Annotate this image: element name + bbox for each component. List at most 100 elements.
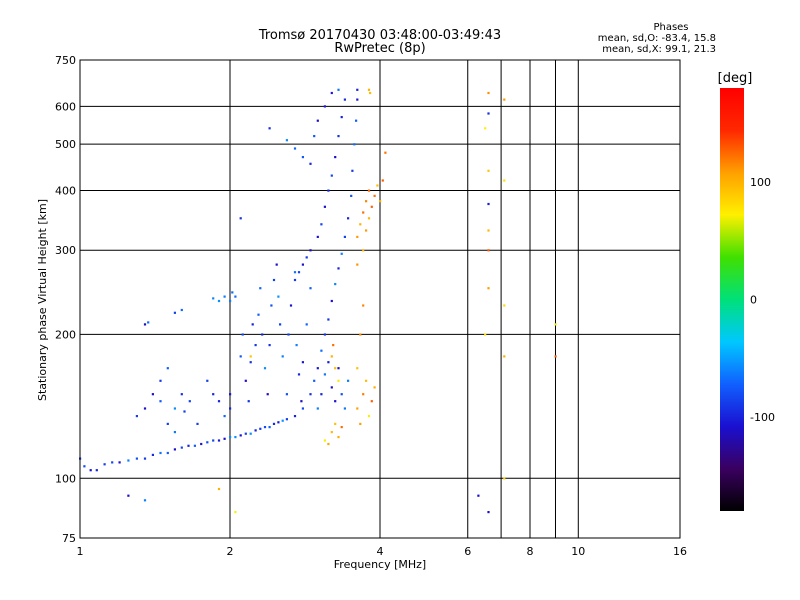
o-mode-echo-point	[281, 355, 284, 358]
o-mode-echo-point	[305, 256, 308, 259]
o-mode-echo-point	[166, 367, 169, 370]
o-mode-echo-point	[188, 400, 191, 403]
o-mode-echo-point	[147, 321, 150, 324]
x-mode-echo-point	[370, 205, 373, 208]
o-mode-echo-point	[83, 465, 86, 468]
o-mode-echo-point	[159, 451, 162, 455]
o-mode-echo-point	[301, 407, 304, 410]
o-mode-echo-point	[337, 88, 340, 91]
o-mode-echo-point	[279, 323, 282, 326]
o-mode-echo-point	[347, 379, 350, 382]
x-mode-echo-point	[370, 400, 373, 403]
o-mode-echo-point	[263, 426, 267, 429]
o-mode-echo-point	[259, 427, 262, 430]
o-mode-echo-point	[159, 379, 162, 382]
o-mode-echo-point	[277, 295, 280, 298]
o-mode-echo-point	[212, 439, 215, 442]
colorbar-tick-label: 100	[750, 176, 771, 189]
o-mode-echo-point	[166, 451, 169, 455]
x-tick-label: 4	[377, 545, 384, 558]
o-mode-echo-point	[173, 311, 176, 314]
o-mode-echo-point	[266, 393, 269, 396]
o-mode-echo-point	[323, 373, 326, 376]
x-tick-label: 6	[464, 545, 471, 558]
o-mode-echo-point	[340, 393, 343, 396]
x-mode-echo-point	[381, 179, 384, 182]
o-mode-echo-point	[135, 415, 138, 418]
y-tick-label: 750	[55, 54, 76, 67]
o-mode-echo-point	[159, 400, 162, 403]
x-mode-echo-point	[487, 249, 490, 252]
x-mode-echo-point	[334, 367, 337, 370]
chart-subtitle: RwPretec (8p)	[334, 41, 426, 56]
x-mode-echo-point	[327, 442, 330, 446]
o-mode-echo-point	[300, 400, 303, 403]
o-mode-echo-point	[337, 267, 340, 270]
o-mode-echo-point	[263, 367, 267, 370]
phases-title: Phases	[653, 22, 689, 33]
o-mode-echo-point	[309, 162, 312, 165]
o-mode-echo-point	[309, 393, 312, 396]
o-mode-echo-point	[477, 494, 480, 497]
o-mode-echo-point	[268, 344, 271, 347]
chart-title: Tromsø 20170430 03:48:00-03:49:43	[258, 28, 502, 43]
o-mode-echo-point	[180, 393, 183, 396]
phases-x-stats: mean, sd,X: 99.1, 21.3	[602, 44, 716, 55]
x-mode-echo-point	[362, 304, 365, 307]
x-mode-echo-point	[487, 169, 490, 172]
o-mode-echo-point	[334, 283, 337, 286]
colorbar-unit-label: [deg]	[718, 71, 753, 86]
o-mode-echo-point	[301, 156, 304, 159]
x-mode-echo-point	[249, 355, 252, 358]
o-mode-echo-point	[487, 202, 490, 206]
o-mode-echo-point	[143, 407, 147, 410]
o-mode-echo-point	[268, 426, 271, 429]
o-mode-echo-point	[320, 349, 323, 352]
o-mode-echo-point	[350, 194, 353, 197]
x-mode-echo-point	[484, 127, 487, 130]
o-mode-echo-point	[244, 432, 247, 435]
o-mode-echo-point	[330, 174, 333, 177]
o-mode-echo-point	[293, 415, 297, 418]
x-mode-echo-point	[487, 91, 490, 95]
x-tick-label: 16	[673, 545, 687, 558]
o-mode-echo-point	[151, 393, 154, 396]
x-mode-echo-point	[362, 249, 365, 252]
o-mode-echo-point	[347, 217, 350, 220]
plot-frame	[79, 59, 681, 539]
x-mode-echo-point	[369, 91, 372, 95]
x-mode-echo-point	[365, 379, 368, 382]
o-mode-echo-point	[180, 308, 183, 312]
o-mode-echo-point	[244, 379, 247, 382]
x-tick-label: 1	[77, 545, 84, 558]
y-tick-label: 200	[55, 328, 76, 341]
o-mode-echo-point	[251, 323, 254, 326]
o-mode-echo-point	[330, 91, 333, 95]
x-mode-echo-point	[503, 477, 506, 480]
x-mode-echo-point	[332, 344, 335, 347]
o-mode-echo-point	[229, 436, 232, 439]
x-mode-echo-point	[367, 88, 371, 91]
o-mode-echo-point	[281, 419, 284, 422]
x-mode-echo-point	[503, 179, 506, 182]
x-mode-echo-point	[323, 439, 326, 442]
o-mode-echo-point	[217, 439, 221, 442]
x-mode-echo-point	[356, 235, 359, 238]
x-mode-echo-point	[487, 287, 490, 290]
o-mode-echo-point	[309, 249, 312, 252]
x-mode-echo-point	[365, 200, 368, 203]
o-mode-echo-point	[275, 263, 278, 266]
o-mode-echo-point	[343, 235, 346, 238]
y-tick-label: 600	[55, 100, 76, 113]
o-mode-echo-point	[323, 205, 326, 208]
o-mode-echo-point	[487, 511, 490, 514]
x-mode-echo-point	[362, 393, 365, 396]
x-mode-echo-point	[337, 379, 340, 382]
o-mode-echo-point	[277, 421, 280, 424]
o-mode-echo-point	[330, 386, 333, 389]
x-mode-echo-point	[362, 211, 365, 214]
o-mode-echo-point	[143, 457, 147, 460]
x-mode-echo-point	[340, 426, 343, 429]
y-tick-label: 400	[55, 184, 76, 197]
o-mode-echo-point	[334, 400, 337, 403]
